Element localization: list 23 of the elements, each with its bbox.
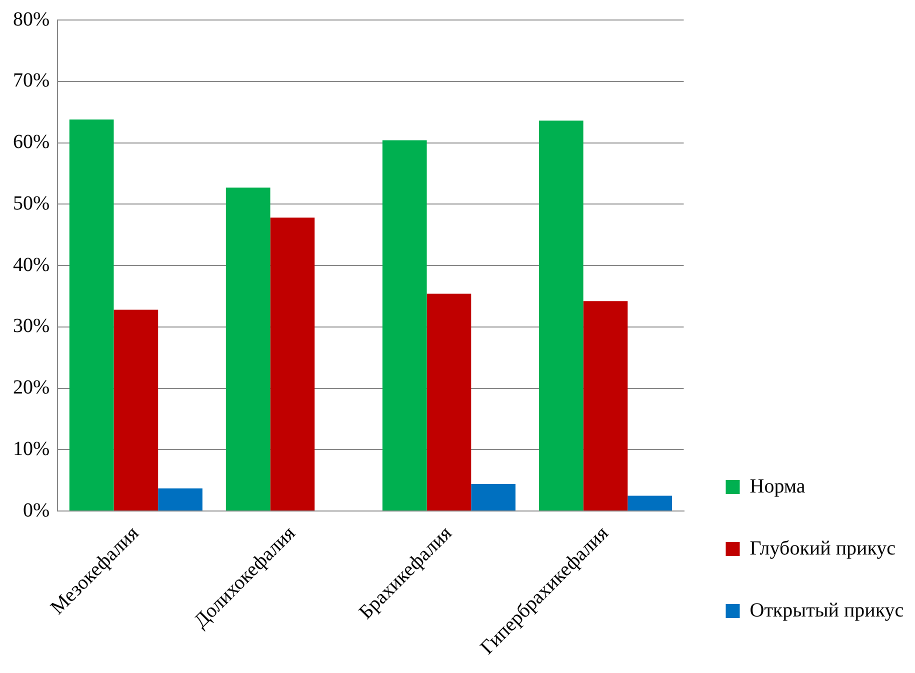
y-tick-label: 70% — [12, 70, 50, 92]
legend-label: Открытый прикус — [750, 599, 904, 622]
bar — [538, 120, 584, 511]
y-tick-label: 80% — [12, 8, 50, 30]
bar — [158, 488, 202, 511]
bar — [270, 218, 315, 511]
y-tick-label: 40% — [12, 254, 50, 276]
y-tick-label: 10% — [12, 438, 50, 460]
bar — [226, 188, 270, 511]
bar — [628, 496, 672, 511]
legend-label: Норма — [750, 475, 806, 498]
bar — [114, 310, 158, 511]
legend-label: Глубокий прикус — [750, 537, 896, 560]
y-tick-label: 0% — [22, 499, 50, 522]
y-tick-label: 50% — [12, 192, 50, 214]
bar — [382, 140, 427, 511]
bar — [583, 301, 628, 511]
bar — [426, 294, 472, 511]
y-tick-label: 60% — [12, 131, 50, 154]
y-tick-label: 30% — [12, 315, 50, 338]
bar — [471, 484, 516, 511]
y-tick-label: 20% — [12, 376, 50, 399]
bar — [69, 119, 114, 511]
